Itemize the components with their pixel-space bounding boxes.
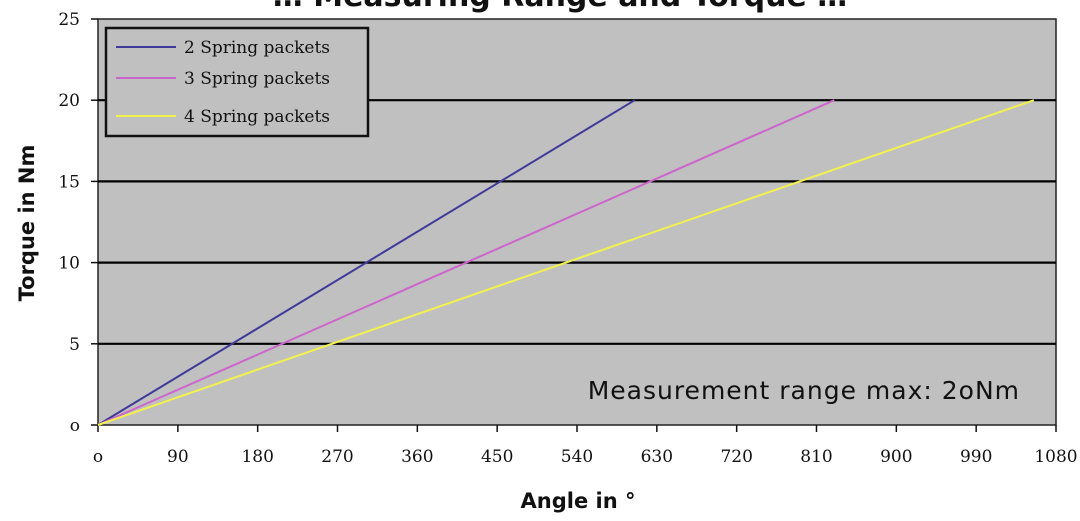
y-tick-label: 15 (58, 172, 80, 192)
series-line-3-spring (97, 99, 835, 426)
y-tick-label: 20 (58, 91, 80, 111)
gridlines (98, 99, 1056, 345)
x-tick-label: 180 (241, 447, 273, 467)
y-tick-label: 25 (58, 10, 80, 30)
x-tick-label: 270 (321, 447, 353, 467)
measurement-range-annotation: Measurement range max: 2oNm (588, 376, 1020, 405)
chart-title: … Measuring Range and Torque … (273, 0, 847, 14)
x-axis-ticks: o 90 180 270 360 450 540 630 720 810 900 990 1080 (93, 425, 1078, 467)
x-tick-label: 810 (800, 447, 832, 467)
y-tick-label: o (70, 416, 80, 436)
legend-label-3-spring: 3 Spring packets (184, 69, 330, 89)
x-tick-label: 1080 (1034, 447, 1077, 467)
series-lines (97, 99, 1035, 426)
y-axis-label: Torque in Nm (15, 145, 39, 302)
x-tick-label: o (93, 447, 103, 467)
y-axis-ticks: o 5 10 15 20 25 (58, 10, 98, 436)
series-line-2-spring (97, 99, 636, 426)
x-tick-label: 360 (401, 447, 433, 467)
x-tick-label: 900 (880, 447, 912, 467)
x-axis-label: Angle in ° (521, 489, 636, 513)
x-tick-label: 90 (167, 447, 189, 467)
legend: 2 Spring packets 3 Spring packets 4 Spri… (104, 26, 370, 138)
legend-label-4-spring: 4 Spring packets (184, 107, 330, 127)
x-tick-label: 450 (481, 447, 513, 467)
y-tick-label: 10 (58, 254, 80, 274)
series-line-4-spring (97, 99, 1035, 426)
x-tick-label: 990 (960, 447, 992, 467)
y-tick-label: 5 (69, 335, 80, 355)
x-tick-label: 630 (641, 447, 673, 467)
legend-label-2-spring: 2 Spring packets (184, 38, 330, 58)
x-tick-label: 720 (720, 447, 752, 467)
x-tick-label: 540 (561, 447, 593, 467)
